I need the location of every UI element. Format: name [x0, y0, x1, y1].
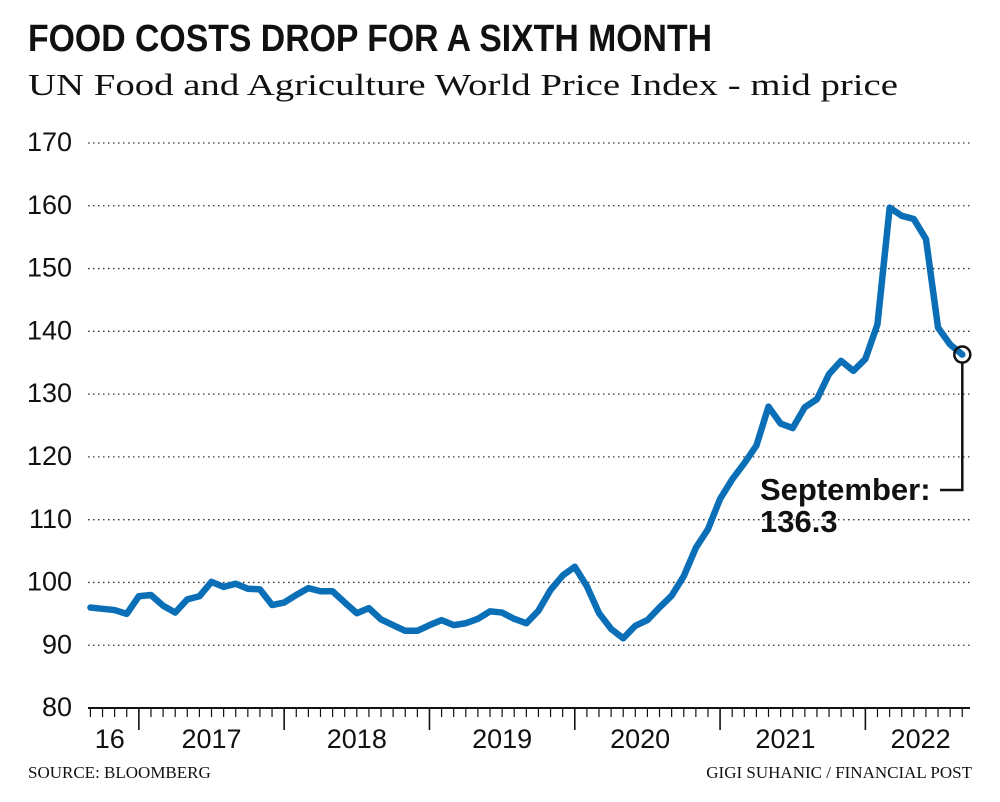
chart-subtitle: UN Food and Agriculture World Price Inde… — [28, 67, 898, 102]
y-tick-label: 170 — [27, 127, 72, 157]
end-marker — [953, 345, 972, 364]
y-tick-label: 100 — [27, 567, 72, 597]
value-label: 136.3 — [760, 504, 838, 539]
line — [87, 204, 966, 642]
x-tick-label: 16 — [95, 724, 125, 754]
x-tick-label: 2021 — [755, 724, 815, 754]
y-tick-label: 130 — [27, 378, 72, 408]
leader-line — [940, 363, 964, 492]
x-tick-label: 2020 — [610, 724, 670, 754]
source: SOURCE: BLOOMBERG — [28, 763, 211, 782]
y-tick-label: 160 — [27, 190, 72, 220]
credit: GIGI SUHANIC / FINANCIAL POST — [706, 763, 972, 782]
y-tick-label: 80 — [42, 692, 72, 722]
y-tick-label: 110 — [29, 504, 72, 534]
x-tick-label: 2022 — [891, 724, 951, 754]
annotation: September: — [760, 472, 931, 507]
x-tick-label: 2017 — [181, 724, 241, 754]
y-tick-label: 150 — [27, 253, 72, 283]
x-tick-label: 2018 — [327, 724, 387, 754]
y-tick-label: 140 — [27, 315, 72, 345]
y-tick-label: 120 — [27, 441, 72, 471]
y-tick-label: 90 — [42, 629, 72, 659]
x-tick-label: 2019 — [472, 724, 532, 754]
chart-title: FOOD COSTS DROP FOR A SIXTH MONTH — [28, 18, 712, 60]
